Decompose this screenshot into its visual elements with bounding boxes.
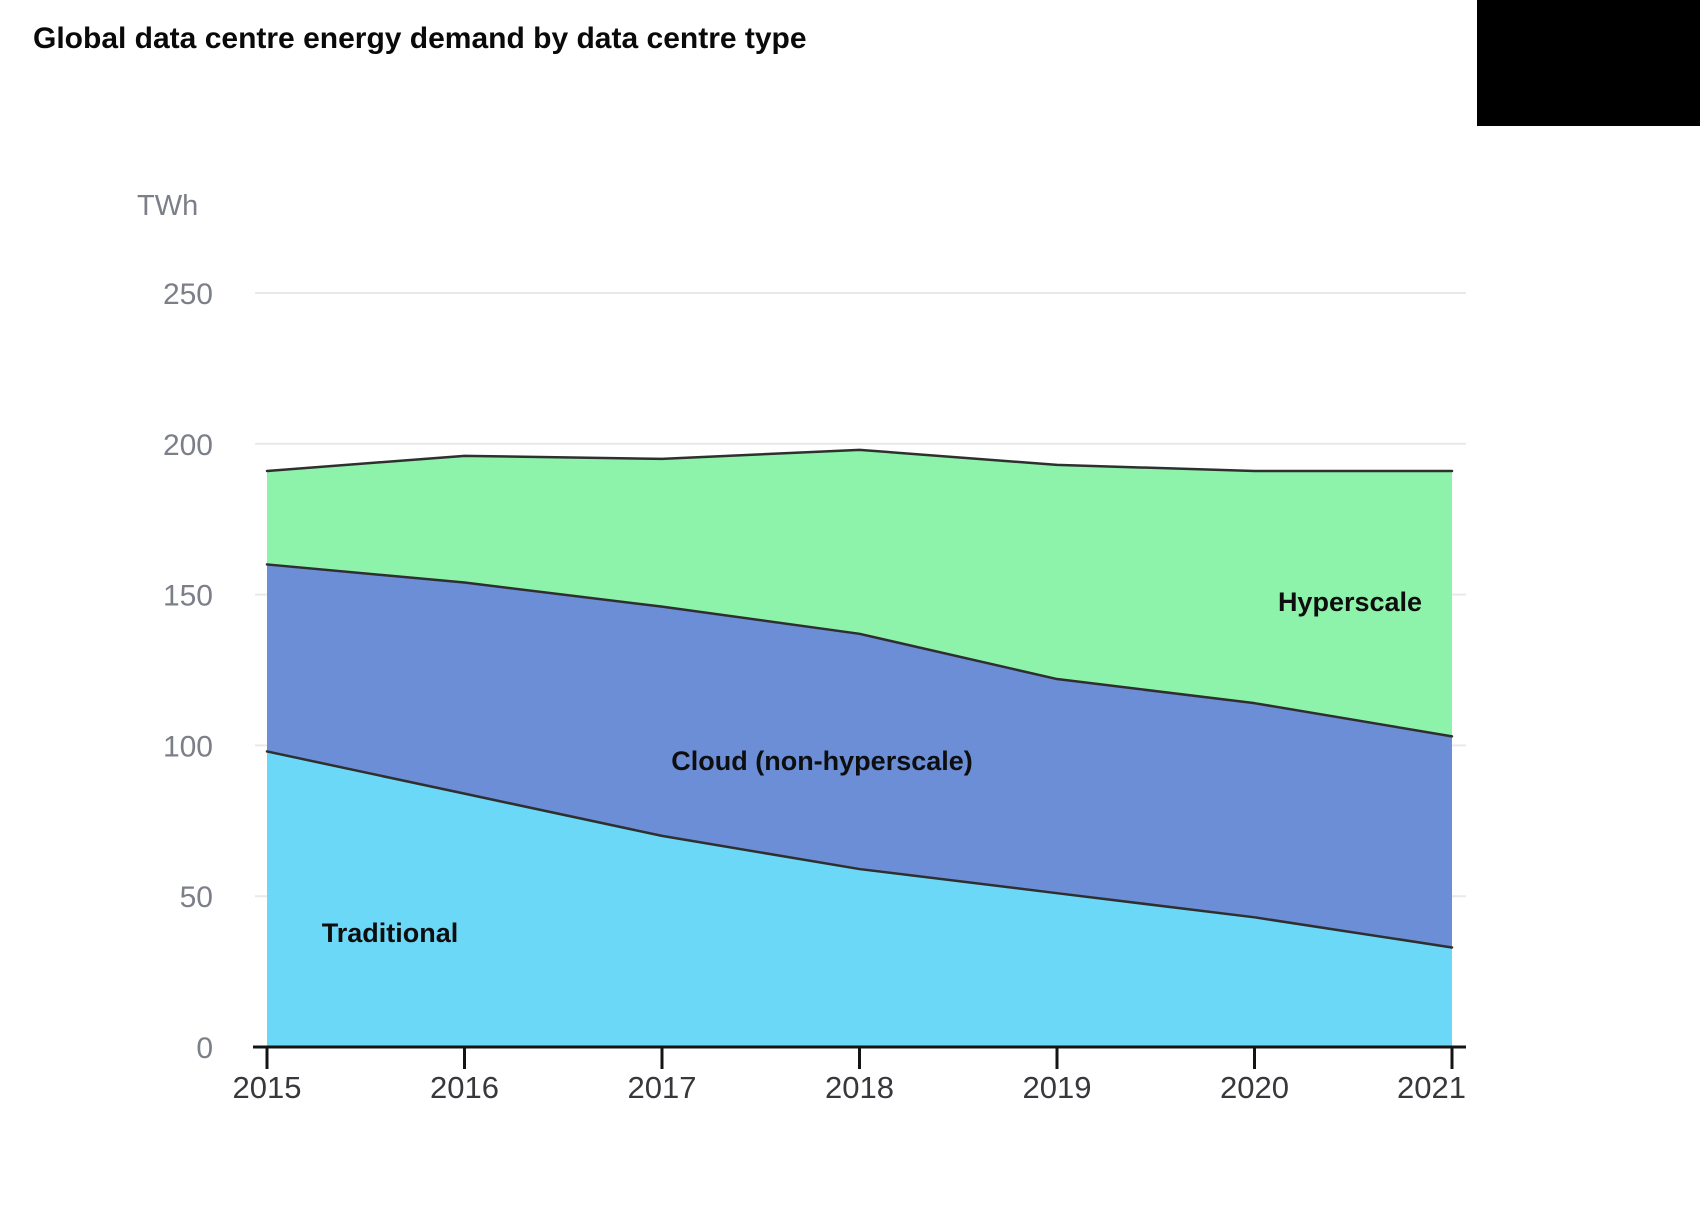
area-cloud-non-hyperscale xyxy=(267,564,1452,948)
x-tick-label: 2018 xyxy=(825,1070,894,1105)
boundary-line xyxy=(265,563,1454,738)
y-tick-label: 0 xyxy=(196,1032,213,1065)
x-tick-label: 2017 xyxy=(628,1070,697,1105)
boundary-line xyxy=(265,448,1454,473)
y-tick-label: 250 xyxy=(163,278,213,311)
x-tick-label: 2021 xyxy=(1397,1070,1466,1105)
chart-title: Global data centre energy demand by data… xyxy=(33,22,807,55)
series-label-traditional: Traditional xyxy=(322,918,459,948)
series-label-cloud-non-hyperscale: Cloud (non-hyperscale) xyxy=(671,746,973,776)
series-label-hyperscale: Hyperscale xyxy=(1278,587,1422,617)
x-tick-label: 2019 xyxy=(1023,1070,1092,1105)
y-tick-label: 100 xyxy=(163,730,213,763)
y-tick-label: 150 xyxy=(163,580,213,613)
x-tick-label: 2015 xyxy=(233,1070,302,1105)
y-axis-unit-label: TWh xyxy=(137,190,198,222)
area-hyperscale xyxy=(267,449,1452,737)
boundary-line xyxy=(265,750,1454,949)
y-tick-label: 200 xyxy=(163,429,213,462)
area-traditional xyxy=(267,751,1452,1047)
x-tick-label: 2016 xyxy=(430,1070,499,1105)
x-tick-label: 2020 xyxy=(1220,1070,1289,1105)
blackout-box xyxy=(1477,0,1700,126)
y-tick-label: 50 xyxy=(180,881,213,914)
